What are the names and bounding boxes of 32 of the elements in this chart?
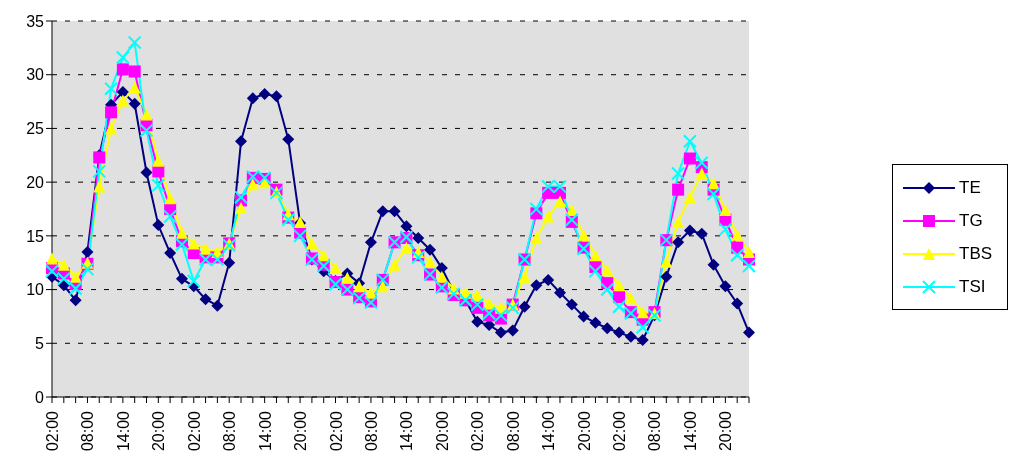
x-tick-label: 02:00: [611, 410, 629, 452]
x-tick-label: 08:00: [504, 410, 522, 452]
x-tick-label: 14:00: [398, 410, 416, 452]
x-tick-label: 08:00: [221, 410, 239, 452]
legend-label: TE: [959, 177, 981, 198]
y-tick-label: 0: [35, 388, 45, 406]
x-tick-label: 20:00: [717, 410, 735, 452]
x-tick-label: 20:00: [575, 410, 593, 452]
x-tick-label: 02:00: [185, 410, 203, 452]
x-tick-label: 08:00: [362, 410, 380, 452]
x-tick-label: 02:00: [44, 410, 61, 452]
y-tick-label: 15: [26, 227, 45, 245]
y-tick-label: 5: [35, 334, 45, 352]
y-tick-label: 35: [26, 12, 45, 30]
x-tick-label: 14:00: [256, 410, 274, 452]
x-tick-label: 14:00: [681, 410, 699, 452]
x-tick-label: 08:00: [646, 410, 664, 452]
x-tick-label: 14:00: [114, 410, 132, 452]
y-tick-label: 20: [26, 173, 45, 191]
legend-label: TG: [959, 210, 983, 231]
x-tick-label: 02:00: [469, 410, 487, 452]
y-tick-label: 30: [26, 66, 45, 84]
x-tick-label: 14:00: [540, 410, 558, 452]
x-tick-label: 20:00: [433, 410, 451, 452]
y-tick-label: 25: [26, 120, 45, 138]
x-tick-label: 02:00: [327, 410, 345, 452]
legend-label: TBS: [959, 243, 993, 264]
legend-label: TSI: [959, 276, 986, 297]
x-tick-label: 20:00: [150, 410, 168, 452]
x-tick-label: 20:00: [292, 410, 310, 452]
y-tick-label: 10: [26, 281, 45, 299]
x-tick-label: 08:00: [79, 410, 97, 452]
